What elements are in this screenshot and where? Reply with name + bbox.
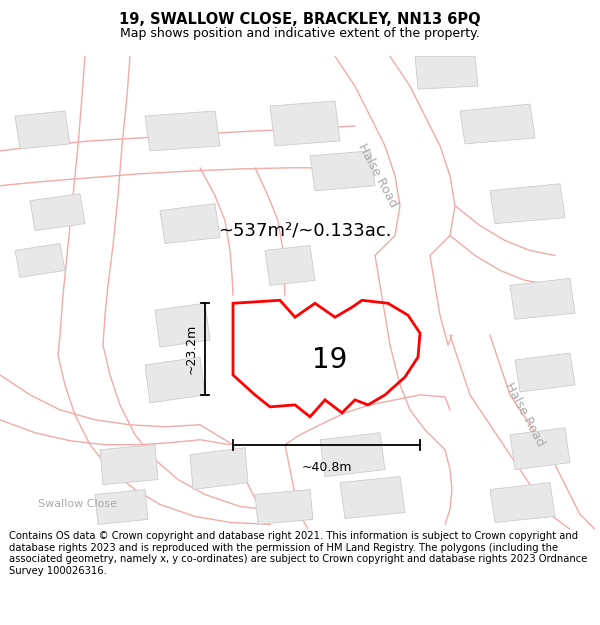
Text: Map shows position and indicative extent of the property.: Map shows position and indicative extent… (120, 27, 480, 39)
Polygon shape (30, 194, 85, 231)
Text: Swallow Close: Swallow Close (38, 499, 118, 509)
Polygon shape (415, 56, 478, 89)
Polygon shape (310, 151, 375, 191)
Polygon shape (490, 482, 555, 522)
Polygon shape (160, 204, 220, 244)
Polygon shape (490, 184, 565, 224)
Polygon shape (515, 353, 575, 392)
Text: ~537m²/~0.133ac.: ~537m²/~0.133ac. (218, 221, 392, 239)
Polygon shape (340, 477, 405, 518)
Polygon shape (155, 303, 210, 347)
Polygon shape (510, 278, 575, 319)
Polygon shape (460, 104, 535, 144)
Text: Halse Road: Halse Road (503, 381, 547, 449)
Text: 19, SWALLOW CLOSE, BRACKLEY, NN13 6PQ: 19, SWALLOW CLOSE, BRACKLEY, NN13 6PQ (119, 12, 481, 27)
Polygon shape (270, 101, 340, 146)
Text: ~40.8m: ~40.8m (301, 461, 352, 474)
Polygon shape (320, 432, 385, 477)
Polygon shape (15, 111, 70, 149)
Text: 19: 19 (313, 346, 347, 374)
Text: Halse Road: Halse Road (356, 142, 400, 210)
Polygon shape (510, 428, 570, 469)
Polygon shape (15, 244, 65, 278)
Polygon shape (265, 246, 315, 286)
Polygon shape (145, 357, 205, 403)
Polygon shape (190, 448, 248, 489)
Polygon shape (255, 489, 313, 524)
Text: Contains OS data © Crown copyright and database right 2021. This information is : Contains OS data © Crown copyright and d… (9, 531, 587, 576)
Polygon shape (95, 489, 148, 524)
Polygon shape (100, 445, 158, 484)
Polygon shape (145, 111, 220, 151)
Text: ~23.2m: ~23.2m (185, 324, 197, 374)
